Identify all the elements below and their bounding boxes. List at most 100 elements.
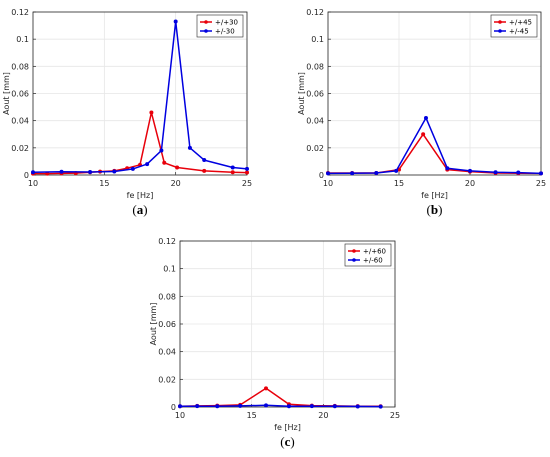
data-point <box>326 171 330 176</box>
y-tick-label: 0.06 <box>11 90 29 99</box>
series-line-+/-45 <box>327 117 542 175</box>
x-tick-label: 10 <box>175 411 185 420</box>
legend-entry: +/-60 <box>363 257 383 265</box>
data-point <box>445 166 450 171</box>
y-tick-label: 0.08 <box>158 292 176 301</box>
y-tick-label: 0.04 <box>306 117 324 126</box>
data-point <box>245 170 249 175</box>
y-tick-label: 0.04 <box>158 348 176 357</box>
legend-entry: +/-30 <box>215 28 235 36</box>
x-tick-label: 25 <box>536 179 546 188</box>
data-point <box>112 169 117 174</box>
x-tick-label: 25 <box>390 411 400 420</box>
data-point <box>245 166 249 171</box>
y-tick-label: 0.06 <box>158 320 176 329</box>
x-tick-label: 25 <box>242 179 252 188</box>
data-point <box>202 168 207 173</box>
y-tick-label: 0.12 <box>11 8 29 17</box>
plot-frame <box>327 11 542 176</box>
data-point <box>468 168 472 173</box>
y-tick-label: 0.12 <box>158 237 176 246</box>
y-tick-label: 0 <box>171 403 176 412</box>
legend-entry: +/+45 <box>509 19 532 27</box>
chart-b: 10 15 20 25 0 0.02 0.04 0.06 0.08 0.1 0.12 fe [Hz] A… <box>297 8 546 217</box>
data-point <box>162 160 167 165</box>
y-tick-label: 0.02 <box>306 144 324 153</box>
data-point <box>202 158 207 163</box>
y-tick-label: 0 <box>24 171 29 180</box>
subfigure-caption: (a) <box>132 202 147 217</box>
legend-marker <box>352 249 356 253</box>
data-point <box>31 170 35 175</box>
data-point <box>59 169 64 174</box>
data-point <box>516 170 521 175</box>
x-tick-label: 20 <box>318 411 328 420</box>
y-tick-label: 0.1 <box>163 265 176 274</box>
data-point <box>195 404 200 409</box>
y-axis-label: Aout [mm] <box>149 303 158 346</box>
y-axis-label: Aout [mm] <box>2 72 11 115</box>
data-point <box>149 110 154 115</box>
x-axis-label: fe [Hz] <box>421 191 448 200</box>
data-point <box>421 132 426 137</box>
x-tick-label: 20 <box>171 179 181 188</box>
data-point <box>264 386 268 391</box>
data-point <box>187 145 192 150</box>
y-tick-label: 0.08 <box>306 62 324 71</box>
legend-marker <box>498 29 502 33</box>
data-point <box>159 148 164 153</box>
chart-a: 10 15 20 25 0 0.02 0.04 0.06 0.08 0.1 0.12 fe [Hz] A… <box>2 8 252 217</box>
y-tick-label: 0.06 <box>306 90 324 99</box>
legend-marker <box>204 20 208 24</box>
data-point <box>178 404 182 409</box>
data-point <box>215 404 220 409</box>
y-tick-label: 0.08 <box>11 62 29 71</box>
y-tick-label: 0 <box>319 171 324 180</box>
y-tick-label: 0.02 <box>11 144 29 153</box>
y-tick-label: 0.1 <box>16 35 29 44</box>
data-point <box>230 170 235 175</box>
x-tick-label: 10 <box>28 179 38 188</box>
data-point <box>145 162 150 167</box>
data-point <box>378 404 383 409</box>
data-point <box>88 170 93 175</box>
data-point <box>423 115 428 120</box>
data-point <box>309 404 314 409</box>
y-axis-label: Aout [mm] <box>297 72 306 115</box>
data-point <box>230 165 235 170</box>
chart-c: 10 15 20 25 0 0.02 0.04 0.06 0.08 0.1 0.12 fe [Hz] A… <box>149 237 400 449</box>
legend-entry: +/-45 <box>509 28 529 36</box>
plot-frame <box>32 11 248 176</box>
data-point <box>332 404 337 409</box>
data-point <box>264 403 268 408</box>
x-tick-label: 10 <box>323 179 333 188</box>
subfigure-caption: (c) <box>280 434 294 449</box>
data-point <box>130 166 135 171</box>
x-tick-label: 20 <box>465 179 475 188</box>
y-tick-label: 0.1 <box>311 35 324 44</box>
subfigure-caption: (b) <box>427 202 443 217</box>
data-point <box>175 165 180 170</box>
x-tick-label: 15 <box>247 411 257 420</box>
y-tick-label: 0.04 <box>11 117 29 126</box>
data-point <box>238 403 243 408</box>
x-axis-label: fe [Hz] <box>127 191 154 200</box>
y-tick-label: 0.02 <box>158 375 176 384</box>
series-line-+/-60 <box>179 404 381 408</box>
x-tick-label: 15 <box>99 179 109 188</box>
x-tick-label: 15 <box>394 179 404 188</box>
legend-marker <box>498 20 502 24</box>
data-point <box>173 19 178 24</box>
data-point <box>493 170 498 175</box>
series-line-+/-30 <box>32 20 248 174</box>
legend-marker <box>204 29 208 33</box>
data-point <box>374 170 379 175</box>
x-axis-label: fe [Hz] <box>274 423 301 432</box>
legend-marker <box>352 258 356 262</box>
y-tick-label: 0.12 <box>306 8 324 17</box>
data-point <box>286 404 291 409</box>
data-point <box>539 171 543 176</box>
data-point <box>350 171 355 176</box>
data-point <box>355 404 360 409</box>
